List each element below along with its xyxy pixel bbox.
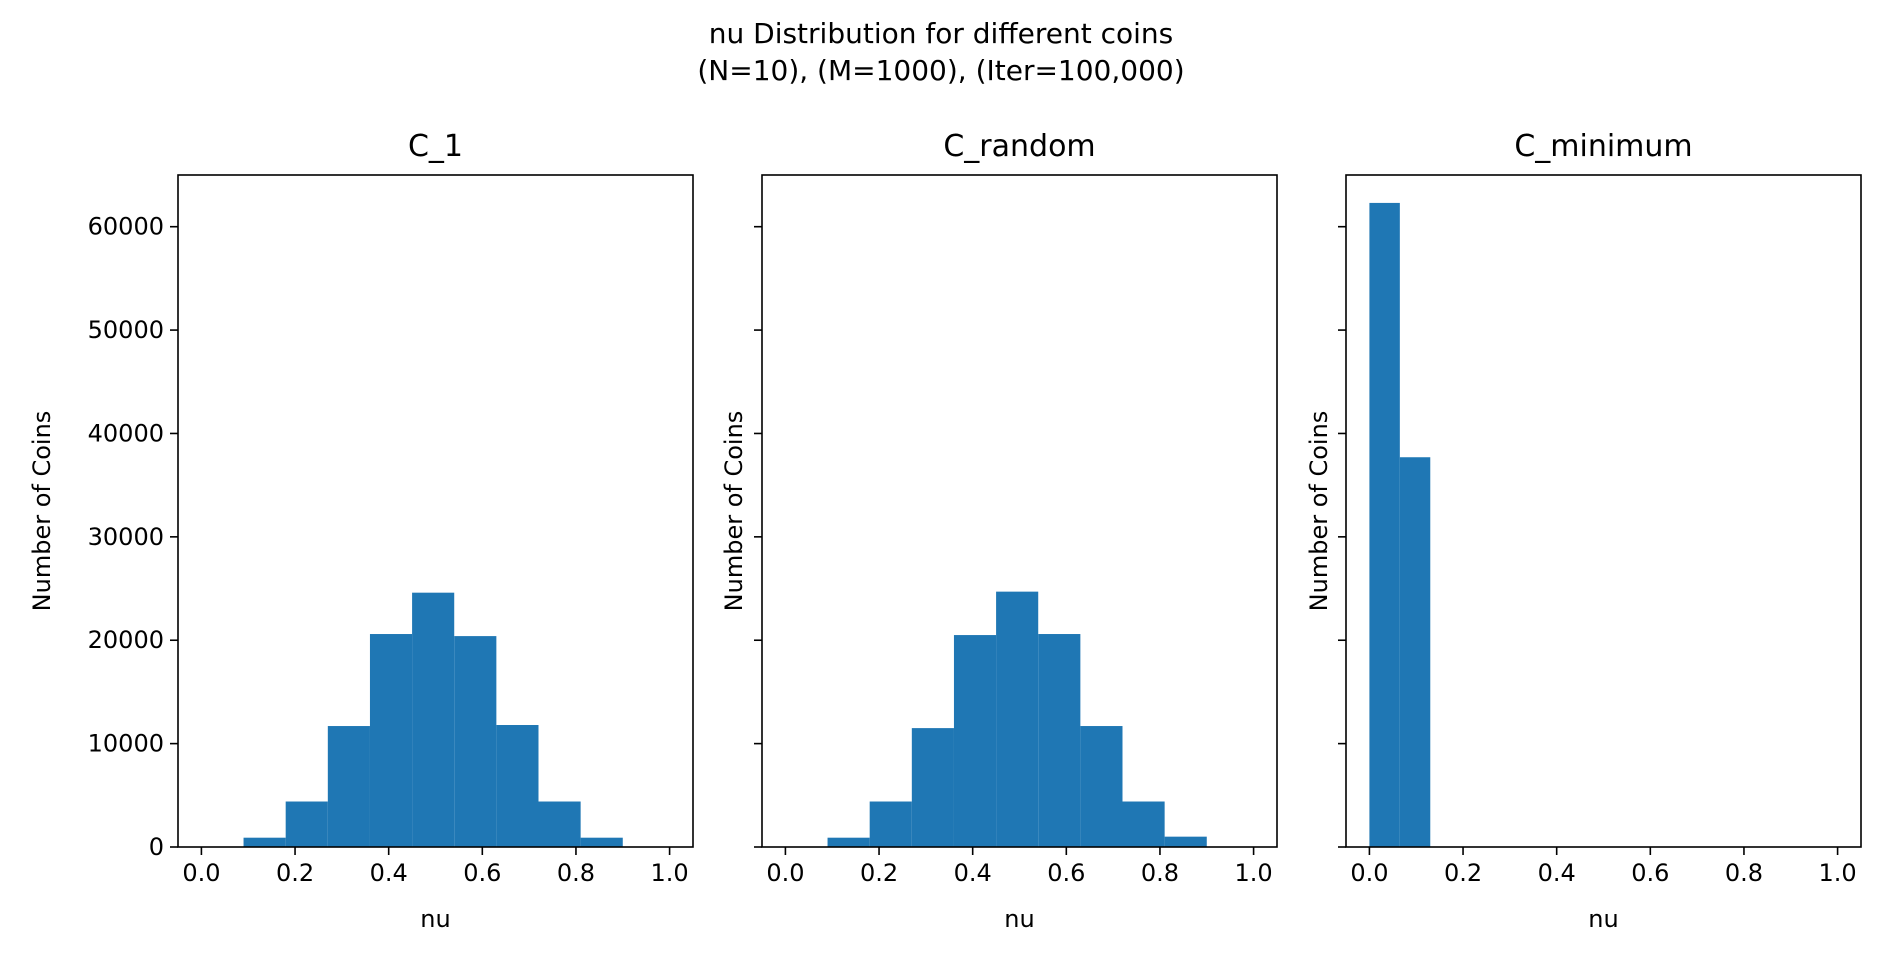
y-tick-label: 10000 [88, 730, 164, 758]
histogram-bar [1369, 202, 1400, 848]
subplot-title: C_minimum [1514, 129, 1692, 164]
histogram-bar [1122, 801, 1165, 847]
x-tick-label: 0.0 [766, 859, 804, 887]
histogram-bar [327, 726, 370, 847]
x-tick-label: 0.8 [1725, 859, 1763, 887]
x-tick-label: 0.4 [370, 859, 408, 887]
x-tick-label: 0.6 [1047, 859, 1085, 887]
axes-frame [177, 174, 694, 848]
x-tick-label: 1.0 [1819, 859, 1857, 887]
y-tick-label: 60000 [88, 213, 164, 241]
ticks-layer: 0.0 0.2 0.4 0.6 0.8 1.0 [754, 225, 1273, 887]
bars-layer [201, 592, 623, 847]
bars-layer [785, 591, 1207, 847]
figure-suptitle-line2: (N=10), (M=1000), (Iter=100,000) [697, 54, 1184, 87]
histogram-bar [580, 837, 623, 847]
y-tick-label: 50000 [88, 316, 164, 344]
y-tick-label: 40000 [88, 419, 164, 447]
subplot-c1: C_1 0.0 0.2 0.4 0.6 0.8 1.0 0 10000 20000 30000 40… [28, 129, 694, 933]
x-tick-label: 0.2 [860, 859, 898, 887]
ticks-layer: 0.0 0.2 0.4 0.6 0.8 1.0 0 10000 20000 30000 40000 5… [88, 213, 689, 887]
histogram-bar [412, 592, 455, 847]
histogram-bar [869, 801, 912, 847]
x-tick-label: 0.8 [1141, 859, 1179, 887]
x-tick-label: 0.8 [557, 859, 595, 887]
x-tick-label: 0.0 [182, 859, 220, 887]
subplot-crandom: C_random 0.0 0.2 0.4 0.6 0.8 1.0 nu Number of… [720, 129, 1278, 933]
axes-frame [1345, 174, 1862, 848]
histogram-bar [496, 725, 539, 847]
x-tick-label: 0.2 [1444, 859, 1482, 887]
histogram-bar [1080, 726, 1123, 847]
x-tick-label: 0.0 [1350, 859, 1388, 887]
histogram-bar [243, 837, 286, 847]
x-axis-label: nu [1588, 905, 1618, 933]
x-tick-label: 0.4 [954, 859, 992, 887]
y-tick-label: 30000 [88, 523, 164, 551]
y-tick-label: 0 [149, 833, 164, 861]
bars-layer [1369, 202, 1431, 848]
histogram-bar [454, 636, 497, 847]
figure-suptitle-line1: nu Distribution for different coins [709, 17, 1174, 50]
x-tick-label: 0.6 [463, 859, 501, 887]
x-axis-label: nu [1004, 905, 1034, 933]
histogram-bar [538, 801, 581, 847]
x-tick-label: 0.4 [1538, 859, 1576, 887]
subplot-title: C_random [943, 129, 1095, 164]
x-tick-label: 0.6 [1631, 859, 1669, 887]
histogram-bar [827, 837, 870, 847]
histogram-bar [369, 634, 413, 847]
ticks-layer: 0.0 0.2 0.4 0.6 0.8 1.0 [1338, 225, 1857, 887]
x-axis-label: nu [420, 905, 450, 933]
subplot-cminimum: C_minimum 0.0 0.2 0.4 0.6 0.8 1.0 nu Number o… [1305, 129, 1862, 933]
histogram-bar [1038, 634, 1081, 847]
histogram-bar [1164, 836, 1207, 847]
y-axis-label: Number of Coins [720, 411, 748, 612]
subplot-title: C_1 [408, 129, 463, 164]
axes-frame [761, 174, 1278, 848]
x-tick-label: 1.0 [1235, 859, 1273, 887]
histogram-bar [285, 801, 328, 847]
y-axis-label: Number of Coins [28, 411, 56, 612]
y-axis-label: Number of Coins [1305, 411, 1333, 612]
histogram-bar [953, 635, 997, 847]
x-tick-label: 0.2 [276, 859, 314, 887]
histogram-bar [911, 728, 954, 847]
histogram-bar [996, 591, 1039, 847]
histogram-bar [1399, 457, 1431, 847]
x-tick-label: 1.0 [651, 859, 689, 887]
y-tick-label: 20000 [88, 626, 164, 654]
